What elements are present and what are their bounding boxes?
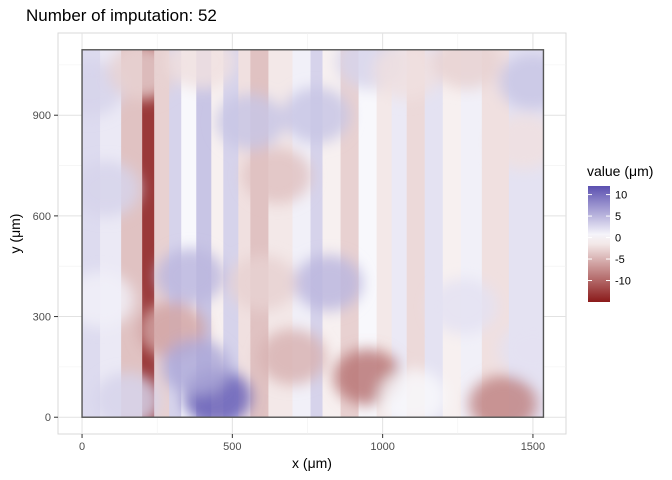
heatmap-surface (82, 49, 544, 418)
heatmap-band (142, 49, 155, 418)
heatmap-patch (93, 372, 162, 418)
heatmap-band (340, 49, 360, 418)
y-axis: 0 300 600 900 (33, 110, 58, 424)
legend-tick-label: 10 (615, 190, 627, 202)
heatmap-patch (294, 254, 363, 311)
data-extent-border (81, 49, 545, 418)
heatmap-band (406, 49, 426, 418)
heatmap-band (121, 49, 143, 418)
heatmap-band (391, 49, 408, 418)
heatmap-band (460, 49, 483, 418)
heatmap-patch (82, 161, 141, 218)
heatmap-patch (216, 93, 285, 150)
legend-colorbar (588, 186, 610, 302)
legend-title: value (μm) (587, 163, 653, 179)
chart-title: Number of imputation: 52 (26, 6, 217, 25)
heatmap-patch (162, 338, 231, 395)
heatmap-band (376, 49, 393, 418)
legend-tick-label: -5 (615, 254, 625, 266)
heatmap-patch (378, 369, 447, 418)
legend-ticks: 10 5 0 -5 -10 (588, 190, 631, 288)
heatmap-patch (372, 49, 441, 100)
y-axis-title: y (μm) (7, 214, 23, 254)
heatmap-patch (168, 49, 237, 90)
heatmap-patch (282, 87, 351, 144)
heatmap-patch (468, 375, 537, 418)
legend-tick-label: 0 (615, 233, 621, 245)
heatmap-patch (258, 328, 327, 385)
heatmap-patch (432, 49, 501, 90)
heatmap-patch (498, 53, 544, 110)
x-axis: 0 500 1000 1500 (79, 434, 545, 453)
heatmap-patches (82, 49, 544, 418)
legend-tick-label: 5 (615, 211, 621, 223)
heatmap-patch (108, 49, 177, 100)
heatmap-band (442, 49, 462, 418)
heatmap-patch (228, 254, 297, 311)
x-tick-label: 1500 (521, 441, 545, 453)
y-tick-label: 600 (33, 211, 51, 223)
heatmap-patch (82, 271, 135, 328)
heatmap-patch (429, 278, 498, 335)
color-legend: value (μm) 10 5 0 -5 -10 (587, 163, 653, 302)
heatmap-band (358, 49, 378, 418)
heatmap-band (211, 49, 224, 418)
x-tick-label: 500 (223, 441, 241, 453)
y-tick-label: 0 (45, 412, 51, 424)
x-tick-label: 1000 (370, 441, 394, 453)
x-tick-label: 0 (79, 441, 85, 453)
y-tick-label: 300 (33, 312, 51, 324)
heatmap-patch (243, 147, 312, 204)
legend-tick-label: -10 (615, 276, 631, 288)
heatmap-patch (498, 322, 544, 379)
heatmap-patch (489, 114, 544, 171)
heatmap-band (424, 49, 444, 418)
x-axis-title: x (μm) (292, 455, 332, 471)
heatmap-patch (156, 248, 225, 305)
y-tick-label: 900 (33, 110, 51, 122)
